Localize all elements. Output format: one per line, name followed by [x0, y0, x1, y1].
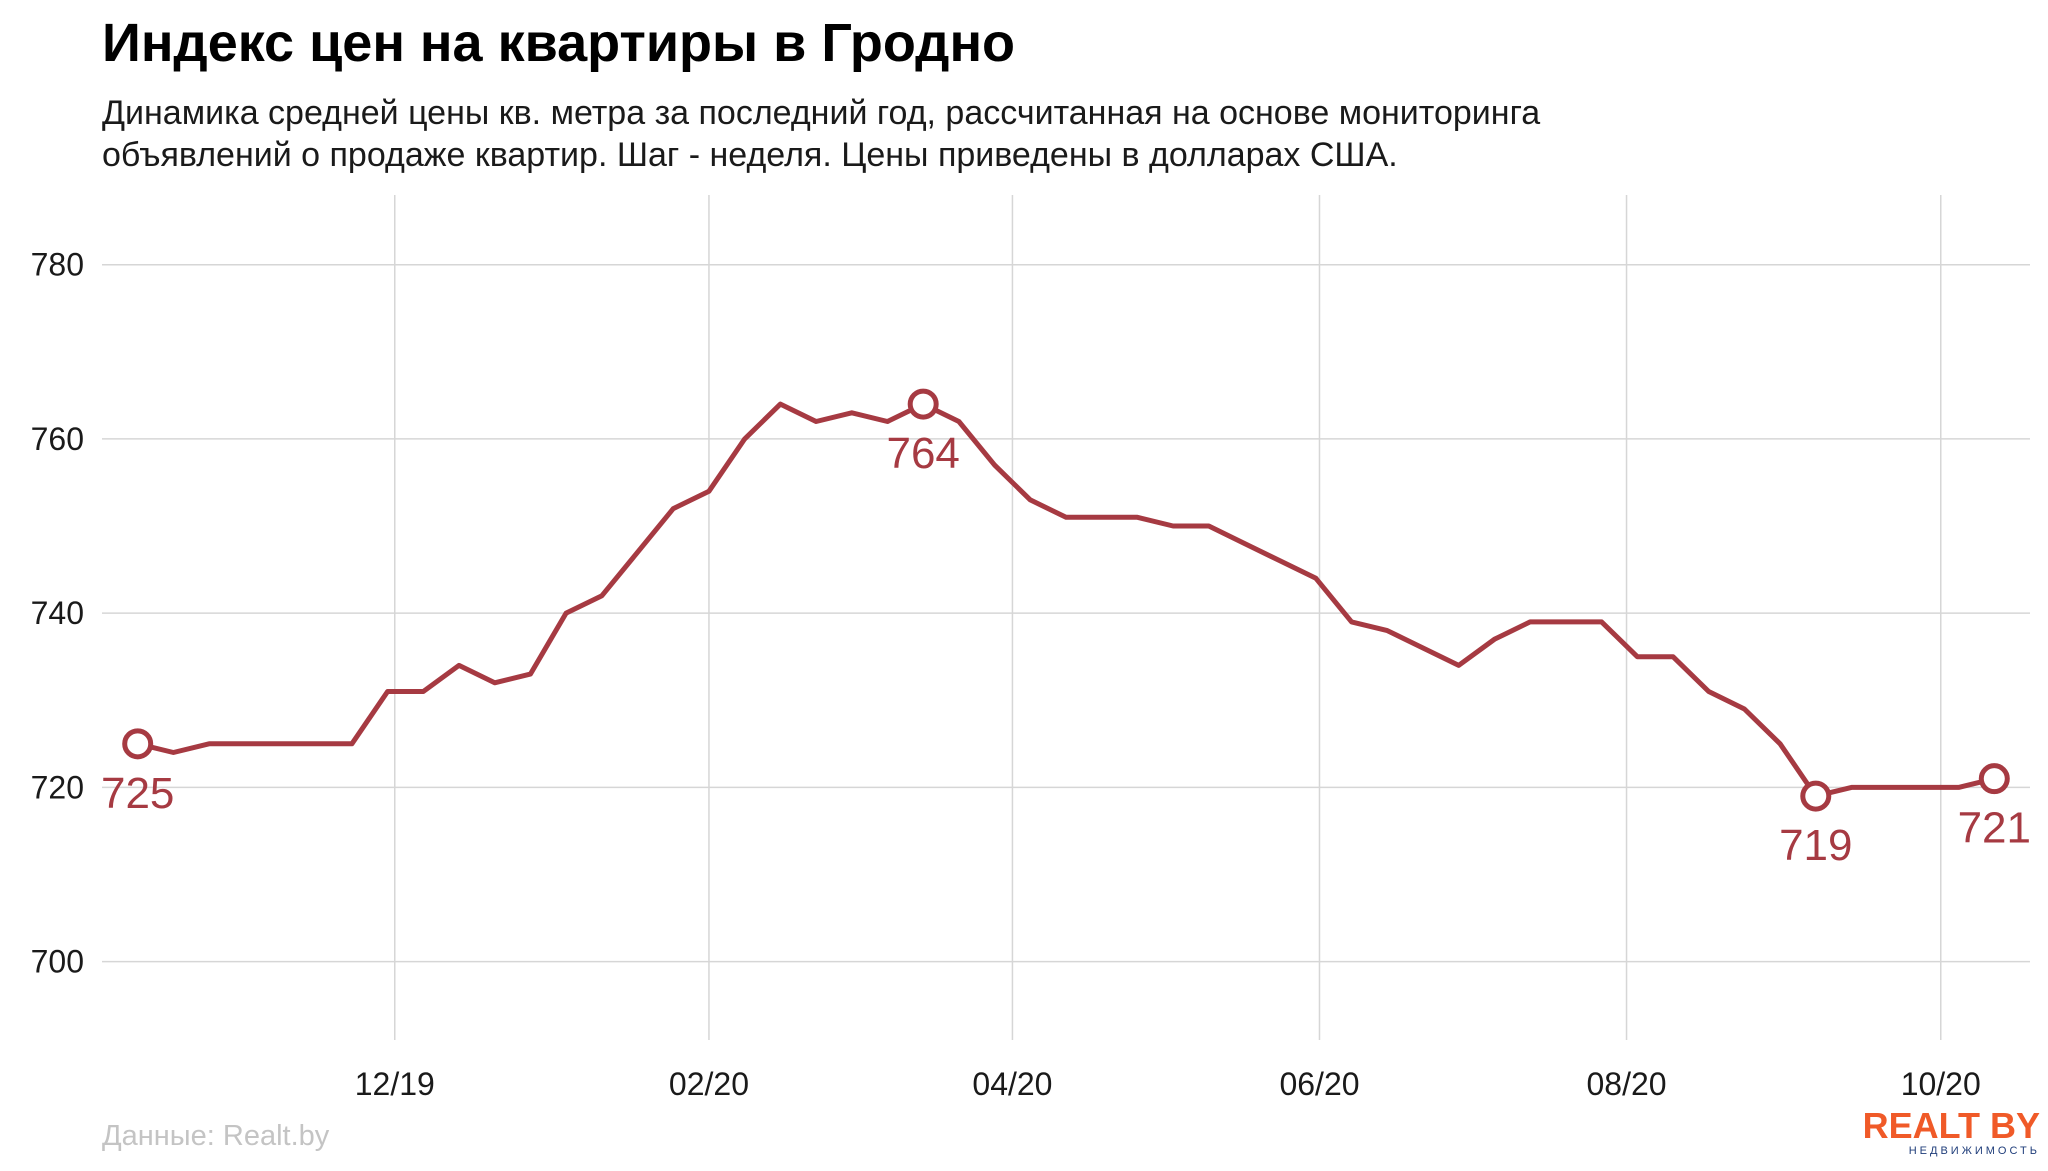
x-axis-ticks: 12/19 02/20 04/20 06/20 08/20 10/20	[355, 1066, 1981, 1102]
x-tick-label: 04/20	[972, 1066, 1052, 1102]
y-axis-ticks: 700 720 740 760 780	[31, 247, 84, 980]
data-label: 725	[101, 769, 174, 818]
data-label: 719	[1779, 821, 1852, 870]
highlight-point	[907, 388, 939, 420]
subtitle-line-2: объявлений о продаже квартир. Шаг - неде…	[102, 136, 1398, 174]
grid	[102, 195, 2030, 1040]
x-tick-label: 02/20	[669, 1066, 749, 1102]
highlight-point	[1978, 763, 2010, 795]
x-tick-label: 08/20	[1587, 1066, 1667, 1102]
logo-tagline: НЕДВИЖИМОСТЬ	[1908, 1145, 2040, 1157]
realt-logo[interactable]: REALT BY НЕДВИЖИМОСТЬ	[1863, 1108, 2040, 1158]
logo-wordmark: REALT BY	[1862, 1105, 2040, 1146]
highlight-point	[122, 728, 154, 760]
series-line	[135, 401, 1997, 799]
x-tick-label: 10/20	[1901, 1066, 1981, 1102]
highlight-points: 725 764 719 721	[101, 388, 2031, 870]
y-tick-label: 760	[31, 421, 84, 457]
data-source: Данные: Realt.by	[102, 1120, 330, 1152]
chart-title: Индекс цен на квартиры в Гродно	[102, 13, 1016, 73]
x-tick-label: 06/20	[1279, 1066, 1359, 1102]
highlight-point	[1800, 780, 1832, 812]
y-tick-label: 780	[31, 247, 84, 283]
data-label: 721	[1958, 804, 2031, 853]
x-tick-label: 12/19	[355, 1066, 435, 1102]
chart-subtitle: Динамика средней цены кв. метра за после…	[102, 92, 1802, 176]
data-label: 764	[886, 429, 959, 478]
y-tick-label: 720	[31, 769, 84, 805]
price-series	[135, 401, 1997, 799]
y-tick-label: 740	[31, 595, 84, 631]
y-tick-label: 700	[31, 944, 84, 980]
subtitle-line-1: Динамика средней цены кв. метра за после…	[102, 94, 1541, 132]
